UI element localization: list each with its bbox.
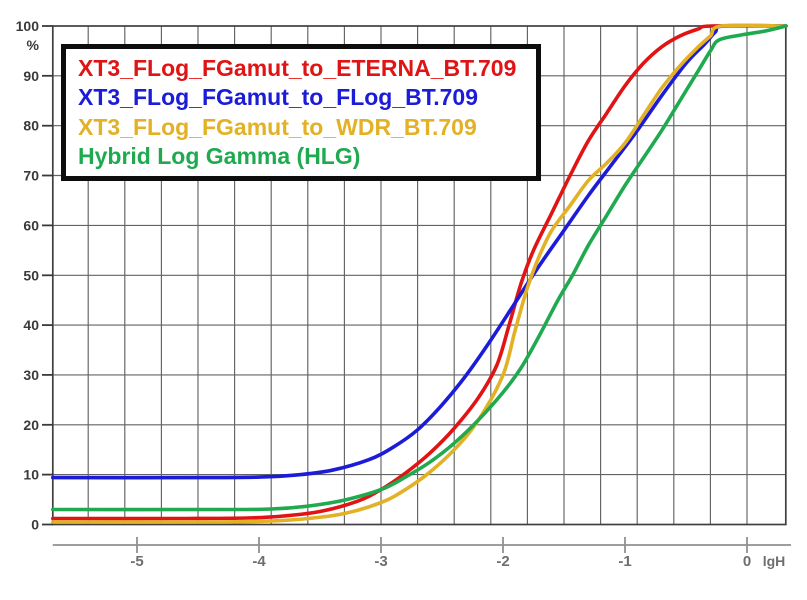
x-tick-label: -5 — [130, 553, 143, 570]
curve-flog_bt709 — [51, 23, 788, 480]
legend: XT3_FLog_FGamut_to_ETERNA_BT.709 XT3_FLo… — [61, 44, 541, 181]
x-axis-unit-label: lgH — [763, 553, 786, 569]
y-tick-label: 30 — [23, 367, 39, 383]
legend-item-wdr: XT3_FLog_FGamut_to_WDR_BT.709 — [78, 114, 524, 141]
y-axis: 0 10 20 30 40 50 60 70 80 90 100% — [16, 18, 53, 533]
x-tick-label: 0 — [743, 553, 751, 570]
x-axis: -5 -4 -3 -2 -1 0 lgH — [52, 537, 791, 570]
curve-hlg — [51, 24, 788, 512]
y-tick-label: 100 — [16, 18, 40, 34]
curve-eterna_bt709 — [51, 23, 788, 521]
y-tick-label: 10 — [23, 467, 39, 483]
x-tick-label: -2 — [496, 553, 509, 570]
y-tick-label: 80 — [23, 118, 39, 134]
curve-wdr_bt709 — [51, 23, 788, 524]
legend-item-flog: XT3_FLog_FGamut_to_FLog_BT.709 — [78, 84, 524, 111]
legend-label-wdr: XT3_FLog_FGamut_to_WDR_BT.709 — [78, 113, 477, 140]
x-tick-label: -1 — [618, 553, 631, 570]
x-tick-label: -4 — [252, 553, 266, 570]
y-tick-label: 70 — [23, 168, 39, 184]
legend-item-eterna: XT3_FLog_FGamut_to_ETERNA_BT.709 — [78, 55, 524, 82]
y-axis-unit-label: % — [27, 37, 40, 53]
curves — [51, 23, 788, 524]
y-tick-label: 90 — [23, 68, 39, 84]
y-tick-label: 40 — [23, 317, 39, 333]
y-tick-label: 50 — [23, 267, 39, 283]
legend-label-eterna: XT3_FLog_FGamut_to_ETERNA_BT.709 — [78, 54, 517, 81]
y-tick-label: 20 — [23, 417, 39, 433]
y-tick-label: 60 — [23, 217, 39, 233]
x-tick-label: -3 — [374, 553, 387, 570]
y-tick-label: 0 — [31, 517, 39, 533]
legend-label-flog: XT3_FLog_FGamut_to_FLog_BT.709 — [78, 84, 479, 111]
legend-item-hlg: Hybrid Log Gamma (HLG) — [78, 143, 524, 170]
legend-label-hlg: Hybrid Log Gamma (HLG) — [78, 143, 361, 170]
